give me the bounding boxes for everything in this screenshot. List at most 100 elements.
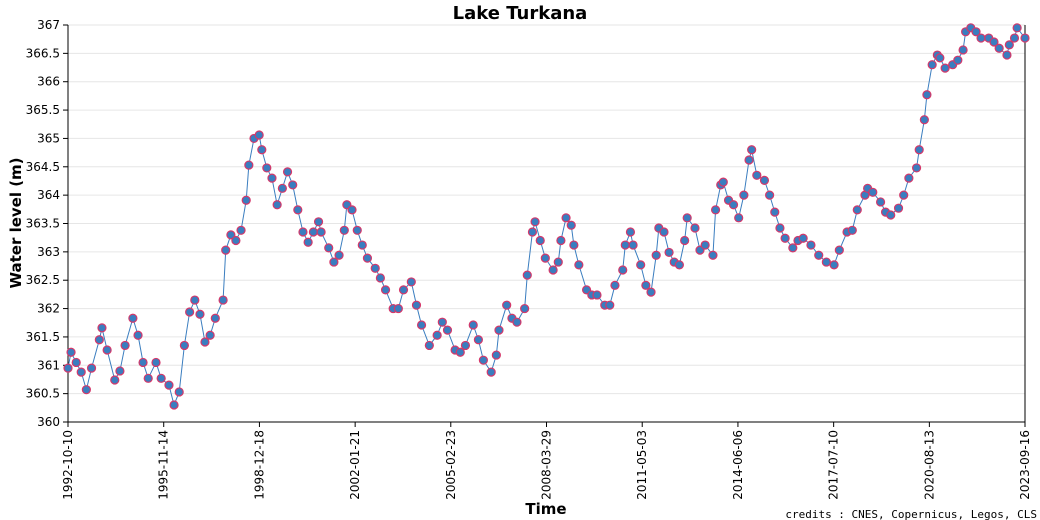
data-point [690,223,700,233]
data-point [682,213,692,223]
data-point [478,355,488,365]
data-point [226,230,236,240]
data-point [455,347,465,357]
data-point [935,53,945,63]
data-point [1012,23,1022,33]
data-point [728,200,739,210]
data-point [759,175,770,185]
data-point [200,337,210,347]
data-point [115,366,125,376]
data-point [267,173,277,183]
y-tick-label: 365.5 [26,103,60,117]
data-point [218,295,228,305]
data-point [522,270,532,280]
data-point [535,235,545,246]
data-point [561,213,571,223]
data-point [282,167,293,177]
data-point [156,373,166,383]
credits: credits : CNES, Copernicus, Legos, CLS [785,508,1037,520]
data-point [339,225,349,235]
data-point [958,45,968,55]
data-point [313,217,324,227]
data-point [66,347,76,357]
data-point [989,37,999,47]
x-tick-label: 2008-03-29 [540,430,554,500]
data-point [744,155,754,165]
y-tick-label: 366 [37,75,60,89]
data-point [97,323,107,333]
data-point [288,180,298,190]
data-point [556,235,566,246]
data-point [210,313,220,323]
data-point [976,33,986,43]
data-point [329,257,339,267]
data-point [262,163,272,173]
x-tick-label: 2002-01-21 [348,430,362,500]
data-point [236,225,246,235]
data-point [775,223,785,233]
data-point [971,27,981,37]
data-point [610,280,620,290]
data-point [370,263,380,273]
chart-title: Lake Turkana [453,3,588,24]
data-point [169,400,179,410]
data-point [659,227,669,237]
data-point [102,345,112,355]
data-point [241,195,251,205]
data-point [362,253,373,263]
data-point [460,340,471,351]
data-point [674,260,685,270]
data-point [875,197,886,207]
data-point [574,260,584,270]
data-point [566,220,576,230]
series-line [67,26,1026,407]
data-point [432,330,442,340]
data-point [710,205,721,215]
y-axis-label: Water level (m) [7,157,25,288]
x-tick-label: 1995-11-14 [157,430,171,500]
y-tick-label: 361 [37,358,60,372]
data-point [747,145,757,155]
data-point [994,43,1004,53]
data-point [708,250,718,260]
data-point [904,173,914,183]
y-tick-label: 367 [37,18,60,32]
data-point [94,335,104,345]
data-point [1004,40,1014,50]
data-point [739,190,749,200]
data-point [620,240,630,250]
data-point [664,247,674,258]
y-tick-label: 361.5 [26,330,60,344]
data-point [205,330,215,340]
data-point [530,217,540,227]
data-point [953,55,963,65]
data-point [788,243,798,253]
data-point [81,385,91,395]
data-point [914,145,924,155]
data-point [424,340,434,351]
data-point [398,285,409,295]
data-point [919,115,929,125]
data-point [357,240,367,250]
data-point [164,380,174,390]
data-point [133,330,143,340]
data-point [316,227,326,237]
data-point [416,320,427,330]
data-point [765,190,775,200]
y-tick-label: 364.5 [26,160,60,174]
x-axis-label: Time [525,500,566,518]
data-point [442,325,453,335]
x-tick-label: 2014-06-06 [731,430,745,500]
data-point [257,145,267,155]
data-point [752,170,762,180]
x-tick-label: 1998-12-18 [252,430,266,500]
data-point [437,317,447,327]
data-point [221,245,231,255]
data-point [303,237,313,247]
data-point [922,90,932,100]
data-point [491,350,501,360]
data-point [298,227,308,237]
data-point [393,303,403,314]
data-point [852,205,862,215]
